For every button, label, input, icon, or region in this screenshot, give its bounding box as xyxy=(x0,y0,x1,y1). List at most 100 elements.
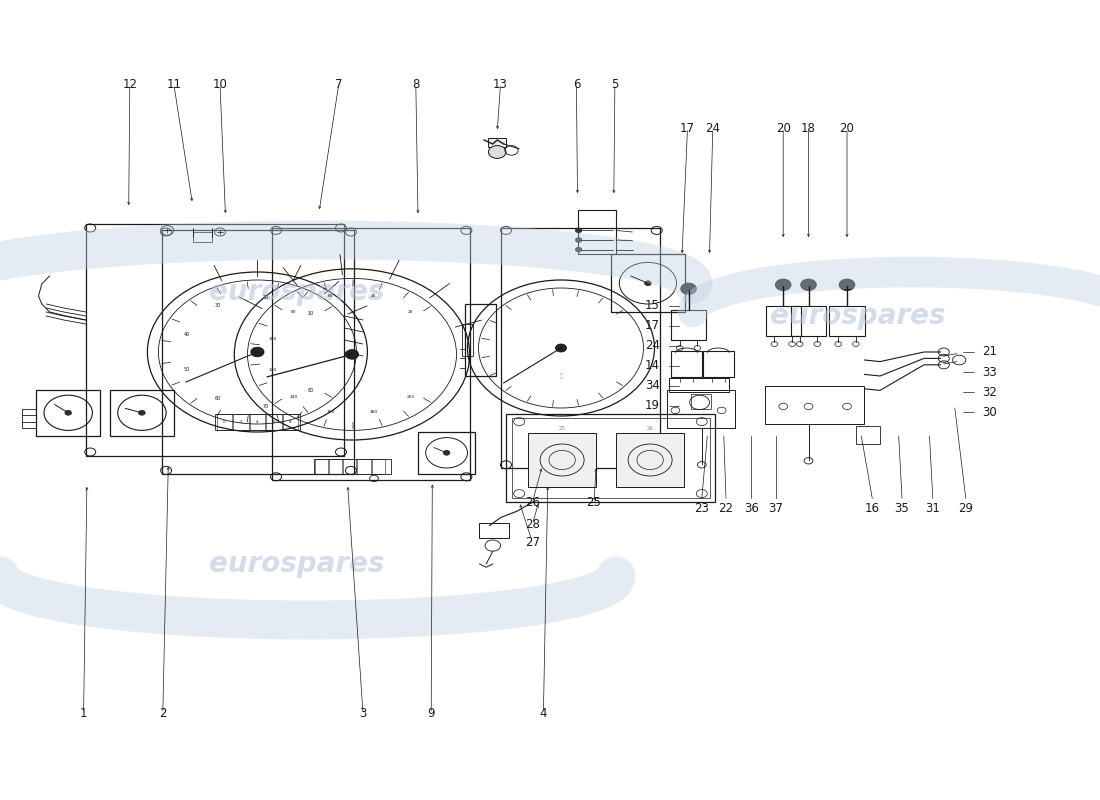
Bar xyxy=(669,378,729,392)
Bar xyxy=(691,394,711,409)
Bar xyxy=(512,418,710,498)
Text: 29: 29 xyxy=(958,502,974,514)
Text: 37: 37 xyxy=(768,502,783,514)
Bar xyxy=(703,351,734,377)
Bar xyxy=(616,433,684,487)
Text: 6: 6 xyxy=(273,421,275,424)
Bar xyxy=(465,304,496,376)
Text: 8: 8 xyxy=(289,421,292,424)
Circle shape xyxy=(556,344,566,352)
Bar xyxy=(578,210,616,254)
Bar xyxy=(764,386,864,424)
Text: 120: 120 xyxy=(268,368,276,372)
Circle shape xyxy=(345,350,359,359)
Bar xyxy=(671,351,702,377)
Bar xyxy=(110,390,174,436)
Text: 🐴: 🐴 xyxy=(560,374,562,378)
Text: 31: 31 xyxy=(925,502,940,514)
Text: 10: 10 xyxy=(212,78,228,90)
Text: 30: 30 xyxy=(214,303,221,309)
Text: 5: 5 xyxy=(612,78,618,90)
Bar xyxy=(372,459,385,474)
Bar xyxy=(462,324,473,356)
Text: 200: 200 xyxy=(406,395,415,399)
Text: 22: 22 xyxy=(718,502,734,514)
Text: 6: 6 xyxy=(573,78,580,90)
Bar xyxy=(250,414,265,430)
Text: 11: 11 xyxy=(166,78,182,90)
Bar xyxy=(528,433,596,487)
Bar xyxy=(343,459,356,474)
Text: 15: 15 xyxy=(645,299,660,312)
Text: eurospares: eurospares xyxy=(209,278,385,306)
Text: 2: 2 xyxy=(160,707,166,720)
Bar xyxy=(671,310,706,340)
Text: 40: 40 xyxy=(371,294,376,298)
Text: 40: 40 xyxy=(184,331,190,337)
Text: 50: 50 xyxy=(184,367,190,373)
Circle shape xyxy=(839,279,855,290)
Text: 26: 26 xyxy=(525,496,540,509)
Text: 24: 24 xyxy=(645,339,660,352)
Text: 18: 18 xyxy=(801,122,816,134)
Bar xyxy=(283,414,298,430)
Bar xyxy=(667,390,735,428)
Circle shape xyxy=(575,247,582,252)
Text: 70: 70 xyxy=(263,403,268,409)
Circle shape xyxy=(488,146,506,158)
Text: 7: 7 xyxy=(336,78,342,90)
Text: 19: 19 xyxy=(645,399,660,412)
Bar xyxy=(192,232,212,242)
Text: 20: 20 xyxy=(776,122,791,134)
Text: 4: 4 xyxy=(256,421,258,424)
Circle shape xyxy=(443,450,450,455)
Text: 3: 3 xyxy=(360,707,366,720)
Text: 80: 80 xyxy=(307,388,314,393)
Circle shape xyxy=(65,410,72,415)
Text: 27: 27 xyxy=(525,536,540,549)
Circle shape xyxy=(776,279,791,290)
Bar xyxy=(36,390,100,436)
Bar xyxy=(506,414,715,502)
Text: 33: 33 xyxy=(982,366,998,378)
Text: 4: 4 xyxy=(540,707,547,720)
Bar xyxy=(500,228,660,468)
Circle shape xyxy=(575,238,582,242)
Bar xyxy=(766,306,801,336)
Text: 26: 26 xyxy=(647,426,653,430)
Circle shape xyxy=(251,347,264,357)
Text: 180: 180 xyxy=(370,410,377,414)
Text: 17: 17 xyxy=(680,122,695,134)
Bar xyxy=(86,224,344,456)
Bar xyxy=(233,414,249,430)
Text: 14: 14 xyxy=(645,359,660,372)
Text: 20: 20 xyxy=(839,122,855,134)
Bar xyxy=(478,523,509,538)
Text: 12: 12 xyxy=(122,78,138,90)
Text: 21: 21 xyxy=(982,346,998,358)
Text: 20: 20 xyxy=(408,310,414,314)
Bar xyxy=(418,432,475,474)
Circle shape xyxy=(681,283,696,294)
Text: 10: 10 xyxy=(307,311,314,316)
Bar xyxy=(856,426,880,444)
Text: 20: 20 xyxy=(263,295,268,301)
Bar xyxy=(488,138,506,147)
Text: 80: 80 xyxy=(290,310,296,314)
Text: 100: 100 xyxy=(268,337,276,341)
Text: 25: 25 xyxy=(586,496,602,509)
Text: 2: 2 xyxy=(240,421,242,424)
Text: 60: 60 xyxy=(328,294,333,298)
Bar xyxy=(329,459,342,474)
Bar xyxy=(217,414,232,430)
Text: 23: 23 xyxy=(694,502,710,514)
Text: 1: 1 xyxy=(80,707,87,720)
Bar xyxy=(214,414,300,430)
Text: 16: 16 xyxy=(865,502,880,514)
Circle shape xyxy=(139,410,145,415)
Circle shape xyxy=(801,279,816,290)
Text: 36: 36 xyxy=(744,502,759,514)
Text: 8: 8 xyxy=(412,78,419,90)
Text: 35: 35 xyxy=(894,502,910,514)
Text: 17: 17 xyxy=(645,319,660,332)
